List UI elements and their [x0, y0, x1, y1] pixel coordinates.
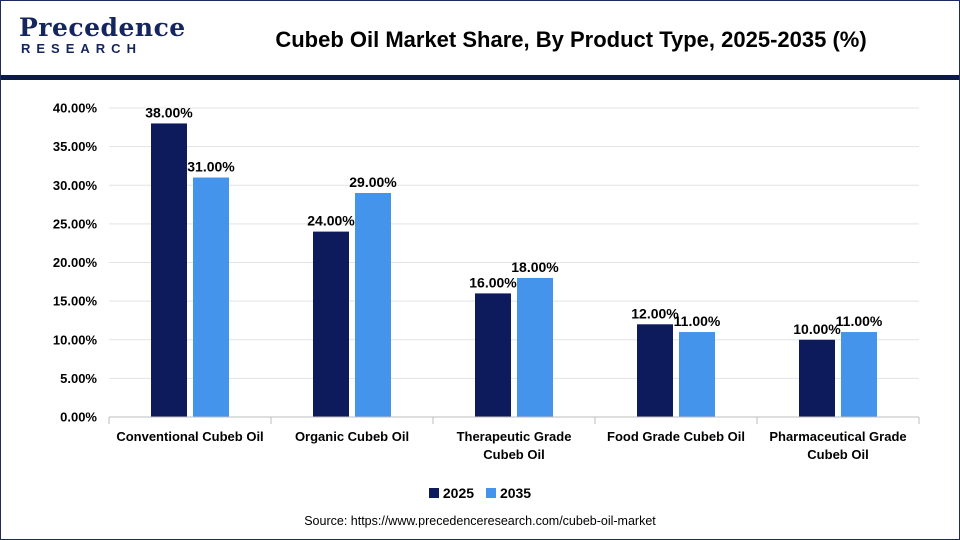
header: Precedence RESEARCH Cubeb Oil Market Sha… [1, 1, 959, 75]
legend-label-2025: 2025 [442, 485, 475, 501]
y-tick-label: 35.00% [53, 139, 98, 154]
data-label: 12.00% [631, 305, 679, 321]
data-label: 11.00% [836, 313, 883, 329]
y-tick-label: 30.00% [53, 178, 98, 193]
y-tick-label: 25.00% [53, 216, 98, 231]
bar-2025 [313, 231, 349, 417]
legend-item-2035: 2035 [485, 485, 532, 501]
chart-title: Cubeb Oil Market Share, By Product Type,… [275, 27, 867, 52]
x-tick-label: Cubeb Oil [807, 447, 868, 462]
legend-item-2025: 2025 [428, 485, 475, 501]
x-tick-label: Therapeutic Grade [457, 429, 572, 444]
x-tick-label: Food Grade Cubeb Oil [607, 429, 745, 444]
bar-2035 [517, 277, 553, 417]
y-tick-label: 5.00% [60, 371, 97, 386]
data-label: 38.00% [145, 104, 193, 120]
bar-2035 [679, 332, 715, 417]
bar-2025 [151, 123, 187, 417]
y-tick-label: 40.00% [53, 101, 98, 116]
data-label: 29.00% [349, 174, 397, 190]
y-tick-label: 0.00% [60, 410, 97, 425]
x-tick-label: Pharmaceutical Grade [769, 429, 906, 444]
bar-2025 [799, 339, 835, 417]
x-tick-label: Conventional Cubeb Oil [116, 429, 263, 444]
y-tick-label: 20.00% [53, 255, 98, 270]
data-label: 16.00% [469, 274, 517, 290]
bar-2035 [355, 192, 391, 417]
bar-2035 [193, 177, 229, 417]
legend-swatch-2025 [428, 488, 439, 498]
data-label: 31.00% [187, 159, 235, 175]
data-label: 24.00% [307, 213, 355, 229]
data-label: 10.00% [793, 321, 841, 337]
y-tick-label: 15.00% [53, 294, 98, 309]
data-label: 11.00% [674, 313, 721, 329]
logo-subtitle: RESEARCH [21, 41, 142, 56]
header-divider [1, 75, 959, 80]
logo-wordmark: Precedence [19, 13, 186, 42]
y-tick-label: 10.00% [53, 332, 98, 347]
brand-logo: Precedence RESEARCH [19, 13, 186, 61]
bar-2025 [475, 293, 511, 417]
legend-label-2035: 2035 [499, 485, 532, 501]
bar-chart: 0.00% 5.00% 10.00% 15.00% 20.00% 25.00% 30.00%… [53, 101, 920, 462]
data-label: 18.00% [511, 259, 559, 275]
legend-swatch-2035 [485, 488, 496, 498]
source-note: Source: https://www.precedenceresearch.c… [304, 514, 656, 528]
legend: 2025 2035 [1, 485, 959, 501]
bar-2025 [637, 324, 673, 417]
x-tick-label: Organic Cubeb Oil [295, 429, 409, 444]
x-tick-label: Cubeb Oil [483, 447, 544, 462]
bar-2035 [841, 332, 877, 417]
